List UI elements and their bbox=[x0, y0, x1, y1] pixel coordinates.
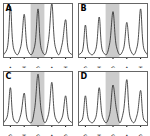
svg-text:T: T bbox=[96, 133, 101, 136]
svg-text:T: T bbox=[21, 133, 26, 136]
svg-text:A: A bbox=[125, 133, 130, 136]
svg-text:G: G bbox=[138, 133, 143, 136]
svg-text:B: B bbox=[81, 4, 87, 13]
svg-text:G: G bbox=[83, 133, 88, 136]
svg-text:C: C bbox=[63, 133, 67, 136]
svg-text:G: G bbox=[111, 133, 116, 136]
svg-text:G: G bbox=[8, 133, 13, 136]
svg-text:G: G bbox=[36, 133, 41, 136]
svg-text:A: A bbox=[50, 133, 55, 136]
svg-text:A: A bbox=[6, 4, 13, 13]
svg-text:D: D bbox=[81, 72, 88, 81]
svg-text:C: C bbox=[6, 72, 12, 81]
